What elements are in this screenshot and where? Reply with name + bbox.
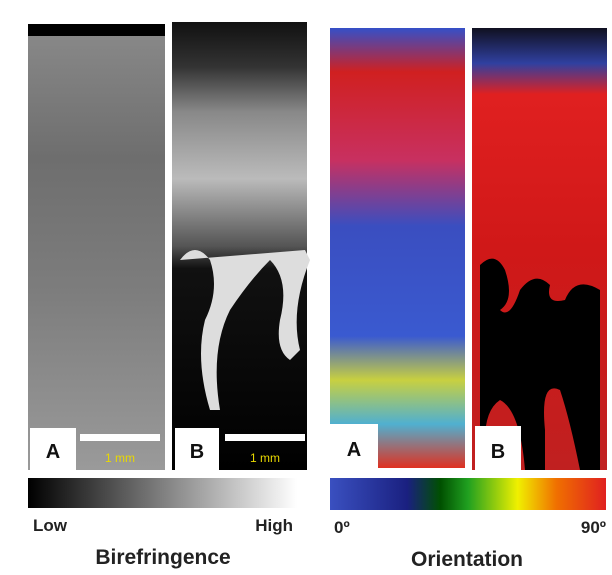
figure: A 1 mm B 1 mm A B Low High Birefringence… (0, 0, 612, 575)
colorbar-low: Low (33, 516, 68, 535)
scale-bar-label: 1 mm (250, 451, 280, 465)
panel-label: A (347, 439, 361, 461)
colorbar-high: 90º (581, 518, 606, 537)
colorbar-title: Orientation (411, 548, 523, 571)
panel-label: B (190, 441, 204, 463)
panel-a-gray: A 1 mm (28, 24, 165, 470)
colorbar-high: High (255, 516, 293, 535)
scale-bar-label: 1 mm (105, 451, 135, 465)
colorbar-color: 0º 90º Orientation (330, 478, 606, 571)
colorbar-title: Birefringence (95, 546, 230, 569)
colorbar-low: 0º (334, 518, 350, 537)
panel-label: B (491, 441, 505, 463)
panel-label: A (46, 441, 60, 463)
panel-b-color: B (472, 28, 607, 470)
colorbar-gray: Low High Birefringence (28, 478, 297, 569)
panel-a-color: A (330, 28, 465, 470)
panel-b-gray: B 1 mm (172, 22, 310, 470)
